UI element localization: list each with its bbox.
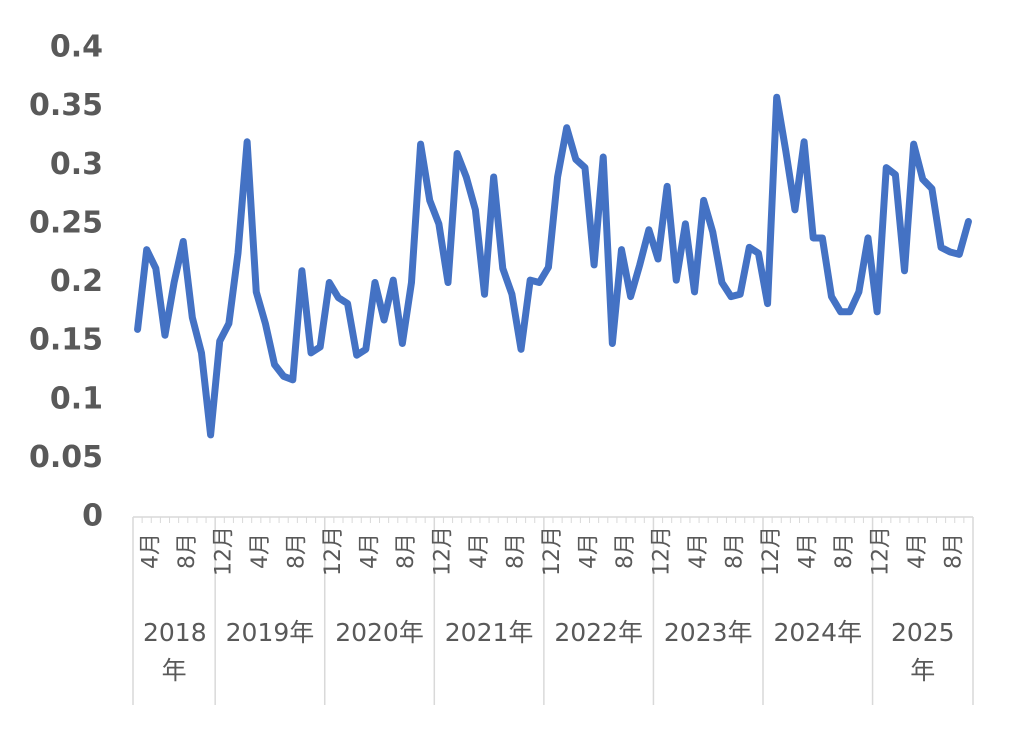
group-label: 2024年 xyxy=(773,618,863,647)
x-tick-label: 8月 xyxy=(284,533,309,569)
x-tick-label: 4月 xyxy=(138,533,163,569)
x-tick-label: 8月 xyxy=(723,533,748,569)
x-tick-label: 4月 xyxy=(357,533,382,569)
y-tick-label: 0.4 xyxy=(50,30,103,65)
x-tick-label: 12月 xyxy=(321,526,346,576)
y-tick-label: 0.1 xyxy=(50,381,103,416)
group-label: 2021年 xyxy=(444,618,534,647)
group-label: 2018年 xyxy=(143,618,207,685)
x-tick-label: 8月 xyxy=(394,533,419,569)
series-line xyxy=(134,93,972,439)
x-tick-label: 8月 xyxy=(175,533,200,569)
y-tick-label: 0.05 xyxy=(29,440,103,475)
group-label: 2022年 xyxy=(554,618,643,647)
x-tick-label: 4月 xyxy=(686,533,711,569)
y-tick-label: 0.3 xyxy=(50,147,103,182)
x-tick-label: 8月 xyxy=(503,533,528,569)
y-tick-label: 0.2 xyxy=(50,264,103,299)
x-tick-label: 4月 xyxy=(796,533,821,569)
x-tick-label: 12月 xyxy=(540,526,565,576)
x-tick-label: 4月 xyxy=(905,533,930,569)
x-tick-label: 4月 xyxy=(248,533,273,569)
y-tick-label: 0 xyxy=(82,499,103,534)
x-tick-label: 4月 xyxy=(577,533,602,569)
group-label: 2020年 xyxy=(335,618,424,647)
x-tick-label: 8月 xyxy=(613,533,638,569)
x-tick-label: 12月 xyxy=(759,526,784,576)
x-tick-label: 12月 xyxy=(211,526,236,576)
x-tick-label: 8月 xyxy=(832,533,857,569)
x-tick-label: 4月 xyxy=(467,533,492,569)
x-tick-label: 12月 xyxy=(650,526,675,576)
x-tick-label: 12月 xyxy=(430,526,455,576)
group-label: 2025年 xyxy=(890,618,955,685)
y-tick-label: 0.35 xyxy=(29,88,103,123)
y-tick-label: 0.15 xyxy=(29,323,103,358)
x-tick-label: 12月 xyxy=(869,526,894,576)
group-label: 2023年 xyxy=(663,618,753,647)
x-tick-label: 8月 xyxy=(942,533,967,569)
group-label: 2019年 xyxy=(225,618,315,647)
y-tick-label: 0.25 xyxy=(29,205,103,240)
